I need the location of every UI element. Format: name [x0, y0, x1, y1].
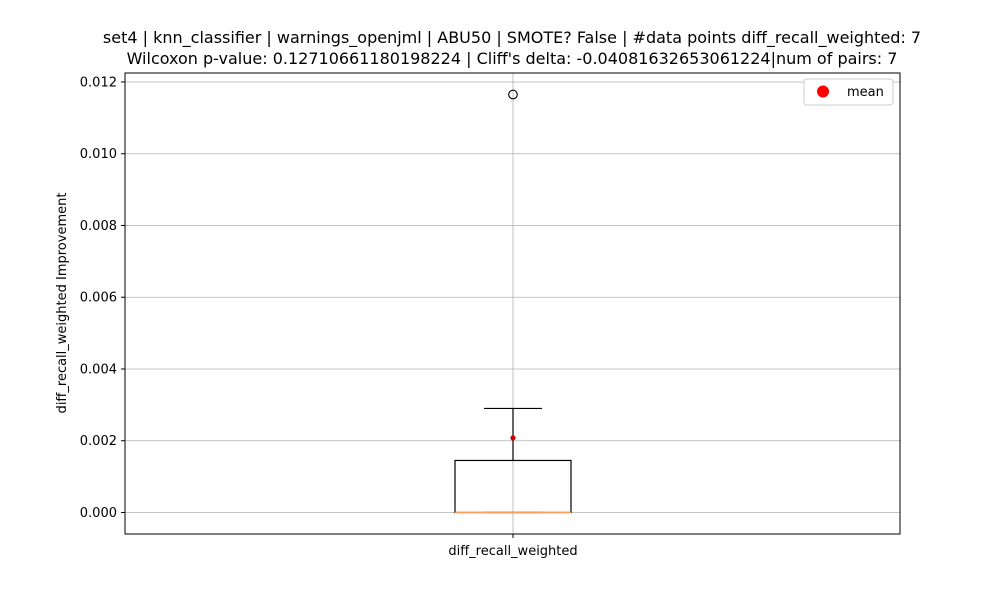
chart-title-line-2: Wilcoxon p-value: 0.12710661180198224 | …	[127, 49, 898, 68]
outlier-point	[508, 89, 518, 100]
y-tick-label: 0.002	[80, 434, 117, 449]
y-tick-label: 0.004	[80, 362, 117, 377]
y-tick-label: 0.008	[80, 219, 117, 234]
y-tick-label: 0.012	[80, 75, 117, 90]
legend-mean-label: mean	[847, 85, 884, 100]
y-axis-label: diff_recall_weighted Improvement	[55, 193, 70, 414]
legend-mean-marker	[817, 85, 829, 98]
y-tick-label: 0.000	[80, 506, 117, 521]
legend: mean	[803, 78, 894, 106]
y-grid-lines	[125, 81, 900, 513]
x-tick-label: diff_recall_weighted	[448, 544, 577, 559]
y-ticks: 0.000 0.002 0.004 0.006 0.008 0.010 0.012	[80, 75, 125, 521]
y-tick-label: 0.006	[80, 291, 117, 306]
chart-title-line-1: set4 | knn_classifier | warnings_openjml…	[103, 28, 921, 48]
mean-point	[510, 435, 516, 441]
legend-frame	[803, 78, 894, 106]
y-tick-label: 0.010	[80, 147, 117, 162]
plot-frame	[124, 72, 901, 535]
box-element	[454, 89, 572, 514]
